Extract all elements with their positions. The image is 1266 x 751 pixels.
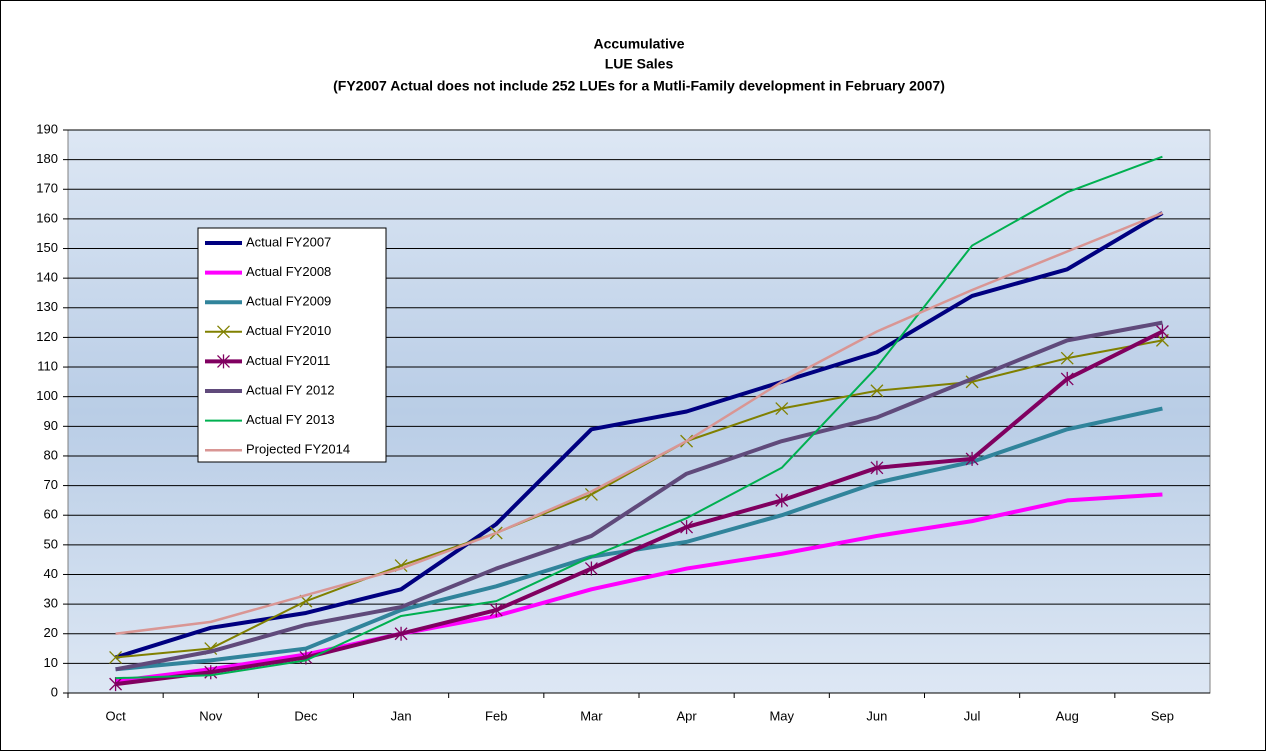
series-line — [115, 492, 1163, 684]
y-tick-label: 90 — [44, 418, 58, 433]
legend-label: Actual FY2007 — [246, 234, 331, 249]
y-tick-label: 30 — [44, 596, 58, 611]
y-tick-label: 150 — [36, 240, 58, 255]
y-tick-label: 110 — [37, 358, 58, 373]
x-tick-label: Nov — [199, 708, 223, 723]
y-tick-label: 60 — [44, 507, 58, 522]
y-tick-label: 80 — [44, 447, 58, 462]
legend: Actual FY2007 Actual FY2008 Actual FY2009 A… — [197, 227, 387, 463]
legend-box — [197, 227, 387, 463]
marker — [109, 650, 123, 664]
marker — [394, 626, 408, 641]
y-tick-label: 140 — [36, 270, 58, 285]
legend-label: Actual FY2009 — [246, 294, 331, 309]
y-tick-label: 130 — [36, 299, 58, 314]
y-tick-label: 190 — [36, 121, 58, 136]
x-tick-label: Aug — [1056, 708, 1079, 723]
series-line — [115, 320, 1163, 672]
y-tick-label: 170 — [36, 181, 58, 196]
marker — [1060, 371, 1074, 386]
y-tick-label: 20 — [44, 625, 58, 640]
legend-label: Actual FY2010 — [246, 323, 331, 338]
chart-subtitle: (FY2007 Actual does not include 252 LUEs… — [333, 78, 945, 94]
series-line — [115, 155, 1163, 680]
x-tick-label: Sep — [1151, 708, 1174, 723]
x-tick-label: Dec — [294, 708, 318, 723]
x-tick-label: May — [769, 708, 794, 723]
legend-label: Actual FY2011 — [246, 353, 330, 368]
marker — [109, 677, 123, 692]
legend-label: Projected FY2014 — [246, 442, 350, 457]
y-tick-label: 70 — [44, 477, 58, 492]
chart-title: LUE Sales — [605, 56, 674, 72]
y-tick-label: 160 — [36, 210, 58, 225]
marker — [775, 493, 789, 508]
x-tick-label: Apr — [676, 708, 697, 723]
marker — [775, 402, 789, 415]
x-tick-label: Oct — [105, 708, 126, 723]
series-line — [114, 211, 1164, 660]
x-tick-label: Feb — [485, 708, 507, 723]
x-tick-label: Mar — [580, 708, 603, 723]
x-tick-label: Jul — [964, 708, 981, 723]
series-line — [115, 339, 1163, 659]
y-tick-label: 180 — [36, 151, 58, 166]
marker — [870, 460, 884, 475]
marker — [870, 384, 884, 398]
y-tick-label: 120 — [36, 329, 58, 344]
x-tick-label: Jan — [391, 708, 412, 723]
chart-title: Accumulative — [593, 36, 684, 52]
marker — [217, 354, 230, 369]
marker — [965, 451, 979, 466]
series-line — [115, 211, 1163, 635]
marker — [1060, 351, 1074, 365]
series-line — [115, 329, 1164, 687]
y-tick-label: 50 — [44, 536, 58, 551]
lines — [109, 155, 1169, 692]
marker — [680, 520, 694, 535]
y-tick-label: 40 — [44, 566, 58, 581]
marker — [217, 325, 230, 339]
legend-label: Actual FY2008 — [246, 264, 331, 279]
y-tick-label: 10 — [44, 655, 58, 670]
marker — [584, 561, 598, 576]
y-tick-label: 0 — [51, 684, 58, 699]
y-tick-label: 100 — [36, 388, 58, 403]
marker — [1155, 324, 1169, 339]
marker — [489, 603, 503, 618]
x-tick-label: Jun — [866, 708, 887, 723]
legend-label: Actual FY 2013 — [246, 412, 335, 427]
legend-label: Actual FY 2012 — [246, 382, 335, 397]
